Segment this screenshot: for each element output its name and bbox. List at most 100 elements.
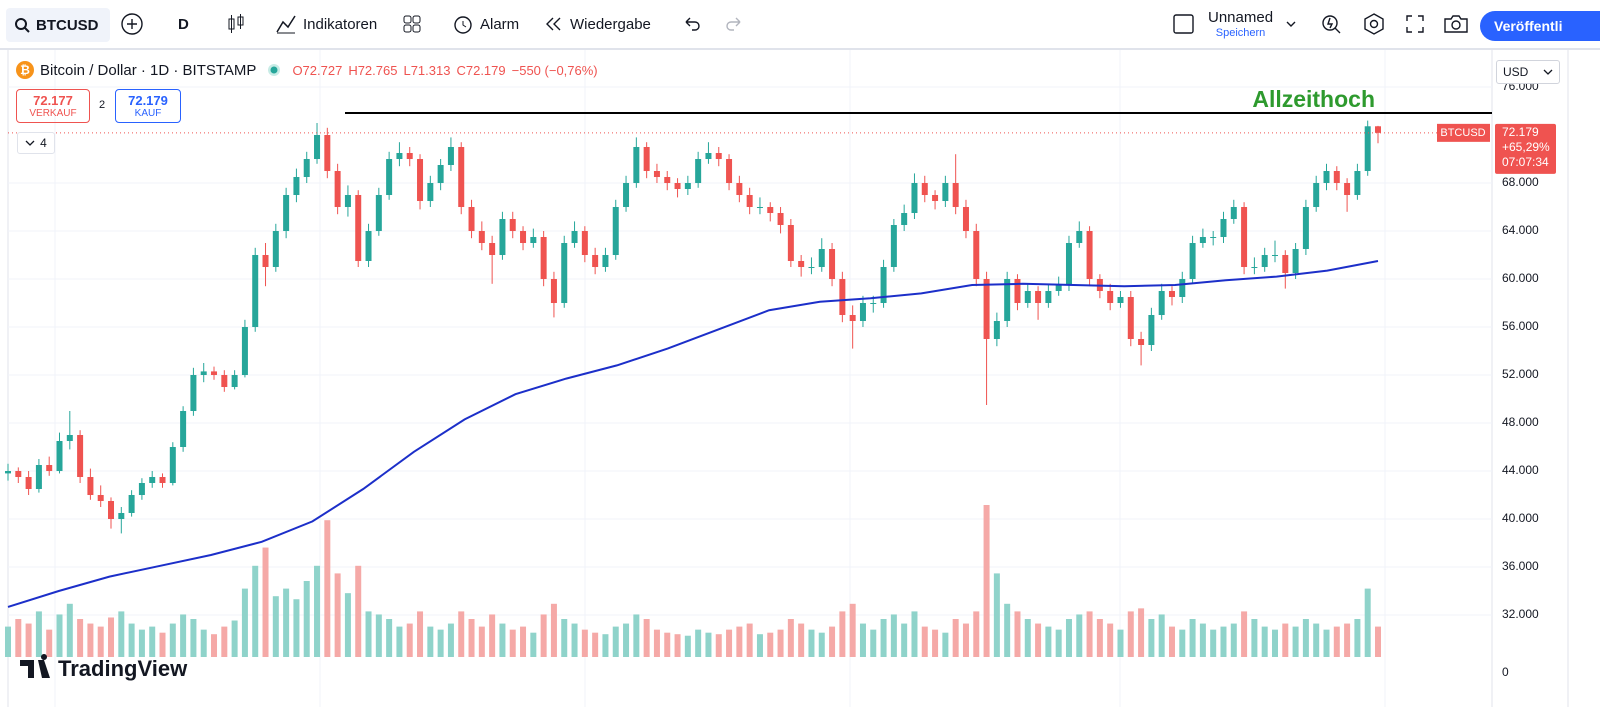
candle-body — [272, 231, 279, 268]
indicators: Indikatoren — [303, 15, 378, 33]
volume-bar — [293, 599, 300, 657]
candle-body — [314, 135, 321, 160]
ohlc-value: O72.727 — [292, 62, 343, 78]
volume-bar — [169, 623, 176, 657]
undo-button[interactable] — [682, 0, 702, 48]
candle-body — [1158, 291, 1165, 316]
volume-bar — [653, 629, 660, 657]
volume-bar — [46, 629, 53, 657]
indicators-button[interactable]: Indikatoren — [275, 0, 377, 48]
currency: USD — [1503, 65, 1529, 79]
volume-bar — [5, 626, 11, 657]
candle-body — [901, 213, 908, 226]
volume-bar — [56, 614, 63, 657]
candle-body — [437, 165, 444, 184]
moving-average — [7, 260, 1379, 608]
compare-button[interactable] — [120, 0, 144, 48]
volume-bar — [458, 611, 465, 657]
candle-body — [458, 147, 465, 208]
candle-body — [365, 231, 372, 262]
candle-body — [798, 261, 805, 268]
candle-body — [344, 195, 351, 208]
candle-body — [386, 159, 393, 196]
ohlc-value: H72.765 — [348, 62, 398, 78]
chart-type-button[interactable] — [226, 0, 246, 48]
interval: D — [178, 15, 189, 33]
volume-bar — [623, 623, 630, 657]
publish-button[interactable]: Veröffentli — [1480, 11, 1600, 41]
y-tick-label: 36.000 — [1502, 559, 1539, 573]
chevron-icon — [25, 140, 35, 146]
volume-bar — [489, 614, 496, 657]
candle-body — [1230, 207, 1237, 220]
volume-bar — [540, 614, 547, 657]
candle-body — [859, 303, 866, 322]
buy-button[interactable]: 72.179 KAUF — [115, 89, 181, 123]
candle-body — [705, 153, 712, 160]
volume-bar — [1065, 619, 1072, 657]
interval-button[interactable]: D — [178, 0, 189, 48]
candle-body — [1189, 243, 1196, 280]
candle-body — [128, 495, 135, 514]
fullscreen-button[interactable] — [1404, 0, 1426, 48]
quick-search-button[interactable] — [1320, 0, 1342, 48]
candle-body — [406, 153, 413, 160]
volume-bar — [128, 623, 135, 657]
volume-bar — [1024, 619, 1031, 657]
candle-body — [1024, 291, 1031, 304]
y-tick-label: 64.000 — [1502, 223, 1539, 237]
layout-menu[interactable] — [1284, 0, 1298, 48]
volume-bar — [427, 626, 434, 657]
candle-body — [684, 183, 691, 190]
volume-bar — [1261, 626, 1268, 657]
candle-body — [890, 225, 897, 268]
volume-bar — [890, 614, 897, 657]
candle-body — [231, 375, 238, 388]
alarm-button[interactable]: Alarm — [452, 0, 519, 48]
layout-name-button[interactable]: Unnamed Speichern — [1208, 0, 1273, 48]
volume-bar — [1014, 611, 1021, 657]
chevron-icon — [1286, 21, 1296, 27]
candle-body — [87, 477, 94, 496]
candle-body — [262, 255, 269, 268]
volume-bar — [386, 619, 393, 657]
candle-body — [427, 183, 434, 202]
volume-bar — [1127, 611, 1134, 657]
volume-bar — [1251, 619, 1258, 657]
candle-body — [509, 219, 516, 232]
replay-button[interactable]: Wiedergabe — [544, 0, 651, 48]
sell-button[interactable]: 72.177 VERKAUF — [16, 89, 90, 123]
candle-body — [1241, 207, 1248, 268]
y-tick-label: 44.000 — [1502, 463, 1539, 477]
volume-bar — [643, 619, 650, 657]
redo-button[interactable] — [724, 0, 744, 48]
candle-body — [1313, 183, 1320, 208]
candle-body — [952, 183, 959, 208]
candle-body — [674, 183, 681, 190]
volume-bar — [324, 520, 331, 657]
watermark: TradingView — [20, 654, 188, 681]
volume-bar — [901, 623, 908, 657]
volume-bar — [736, 626, 743, 657]
price-badge-change: +65,29% — [1502, 140, 1550, 154]
candle-body — [1035, 291, 1042, 304]
symbol-search[interactable]: BTCUSD — [6, 8, 110, 42]
volume-bar — [746, 623, 753, 657]
volume-bar — [684, 635, 691, 657]
candle-body — [962, 207, 969, 232]
indicator-toggle[interactable]: 4 — [17, 132, 55, 154]
candle-body — [35, 465, 42, 490]
layout-checkbox[interactable] — [1172, 0, 1196, 48]
volume-bar — [1004, 603, 1011, 657]
candle-body — [1168, 291, 1175, 298]
settings-button[interactable] — [1362, 0, 1386, 48]
currency-select[interactable]: USD — [1496, 60, 1560, 84]
snapshot-button[interactable] — [1443, 0, 1469, 48]
candle-body — [849, 315, 856, 322]
templates-button[interactable] — [402, 0, 422, 48]
volume-bar — [97, 626, 104, 657]
candle-body — [777, 213, 784, 226]
candle-body — [561, 243, 568, 304]
candle-body — [180, 411, 187, 448]
volume-bar — [1210, 629, 1217, 657]
